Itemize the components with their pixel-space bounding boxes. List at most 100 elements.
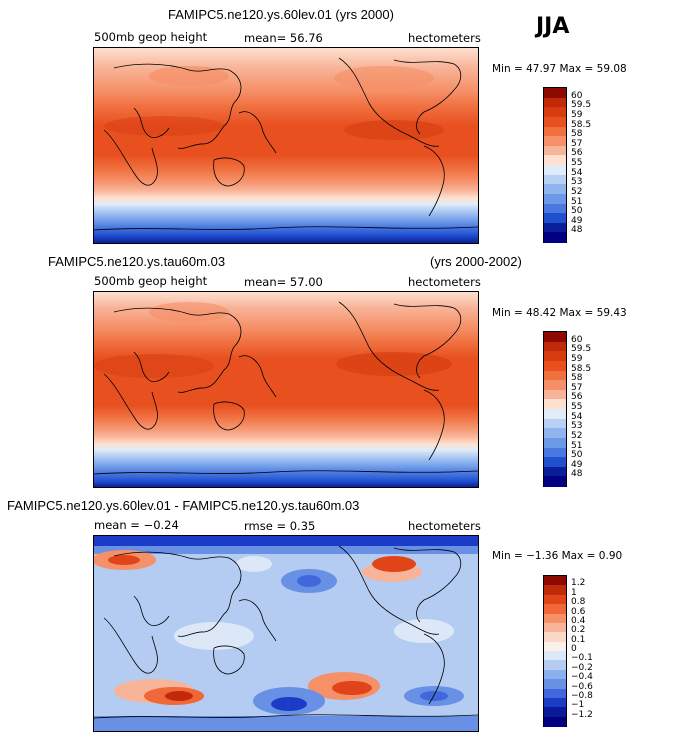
panel-1-colorbar (543, 87, 567, 243)
panel-2-title: FAMIPC5.ne120.ys.tau60m.03 (48, 254, 226, 269)
colorbar-tick-label: 58.5 (571, 119, 592, 130)
colorbar-swatch (544, 399, 566, 410)
colorbar-swatch (544, 145, 566, 156)
colorbar-swatch (544, 389, 566, 400)
colorbar-swatch (544, 428, 566, 439)
colorbar-swatch (544, 360, 566, 371)
colorbar-tick-label: 1.2 (571, 578, 586, 589)
colorbar-swatch (544, 418, 566, 429)
colorbar-swatch (544, 165, 566, 176)
colorbar-tick-label: 54 (571, 411, 583, 422)
panel-3-title: FAMIPC5.ne120.ys.60lev.01 - FAMIPC5.ne12… (7, 498, 360, 513)
colorbar-tick-label: 58.5 (571, 363, 592, 374)
panel-2-map (93, 291, 479, 488)
panel-1-contour-field (94, 48, 478, 243)
colorbar-swatch (544, 622, 566, 633)
colorbar-swatch (544, 116, 566, 127)
colorbar-tick-label: 53 (571, 421, 583, 432)
colorbar-swatch (544, 193, 566, 204)
panel-2-years: (yrs 2000-2002) (430, 254, 522, 269)
colorbar-tick-label: 0.1 (571, 634, 586, 645)
colorbar-tick-label: 52 (571, 186, 583, 197)
colorbar-swatch (544, 651, 566, 661)
colorbar-tick-label: 50 (571, 450, 583, 461)
colorbar-swatch (544, 126, 566, 137)
colorbar-tick-label: −1.2 (571, 709, 593, 720)
panel-3-units-label: hectometers (408, 519, 481, 533)
panel-3-colorbar (543, 575, 567, 727)
colorbar-swatch (544, 437, 566, 448)
colorbar-tick-label: 58 (571, 373, 583, 384)
panel-2-contour-field (94, 292, 478, 487)
colorbar-swatch (544, 409, 566, 420)
colorbar-swatch (544, 232, 566, 243)
colorbar-swatch (544, 447, 566, 458)
colorbar-tick-label: 48 (571, 469, 583, 480)
colorbar-tick-label: 55 (571, 402, 583, 412)
panel-3-minmax: Min = −1.36 Max = 0.90 (492, 550, 623, 562)
colorbar-swatch (544, 679, 566, 689)
colorbar-swatch (544, 669, 566, 680)
colorbar-tick-label: 49 (571, 459, 583, 470)
colorbar-tick-label: 48 (571, 225, 583, 236)
panel-1-variable-label: 500mb geop height (94, 30, 208, 44)
colorbar-tick-label: 51 (571, 196, 583, 207)
colorbar-tick-label: −0.4 (571, 672, 593, 683)
panel-2-colorbar (543, 331, 567, 487)
panel-1-title: FAMIPC5.ne120.ys.60lev.01 (yrs 2000) (168, 7, 394, 22)
colorbar-tick-label: 0.4 (571, 615, 586, 626)
colorbar-swatch (544, 213, 566, 224)
colorbar-swatch (544, 370, 566, 381)
colorbar-tick-label: 55 (571, 158, 583, 168)
panel-1-minmax: Min = 47.97 Max = 59.08 (492, 63, 627, 75)
colorbar-swatch (544, 341, 566, 352)
colorbar-swatch (544, 716, 566, 727)
colorbar-swatch (544, 604, 566, 614)
season-label: JJA (536, 14, 570, 39)
colorbar-swatch (544, 688, 566, 699)
colorbar-swatch (544, 88, 566, 99)
panel-2-variable-label: 500mb geop height (94, 274, 208, 288)
colorbar-tick-label: 59 (571, 109, 583, 120)
colorbar-swatch (544, 466, 566, 477)
colorbar-tick-label: 58 (571, 129, 583, 140)
colorbar-swatch (544, 476, 566, 487)
panel-2-units-label: hectometers (408, 275, 481, 289)
colorbar-tick-label: −0.8 (571, 690, 593, 701)
colorbar-swatch (544, 576, 566, 586)
panel-1-map (93, 47, 479, 244)
colorbar-swatch (544, 222, 566, 233)
colorbar-swatch (544, 380, 566, 391)
colorbar-swatch (544, 707, 566, 718)
colorbar-tick-label: −0.2 (571, 662, 593, 673)
colorbar-tick-label: −0.1 (571, 653, 593, 664)
panel-1-mean-label: mean= 56.76 (244, 31, 323, 45)
colorbar-tick-label: −0.6 (571, 681, 593, 692)
colorbar-swatch (544, 632, 566, 643)
colorbar-tick-label: 59 (571, 353, 583, 364)
colorbar-swatch (544, 660, 566, 671)
colorbar-tick-label: 57 (571, 138, 583, 149)
colorbar-tick-label: 60 (571, 90, 583, 101)
colorbar-tick-label: 0.8 (571, 597, 586, 608)
colorbar-swatch (544, 457, 566, 468)
colorbar-swatch (544, 136, 566, 147)
colorbar-tick-label: 56 (571, 392, 583, 403)
panel-1-units-label: hectometers (408, 31, 481, 45)
panel-3-mean-label: mean = −0.24 (94, 518, 179, 532)
colorbar-tick-label: 59.5 (571, 344, 592, 355)
colorbar-swatch (544, 613, 566, 624)
colorbar-tick-label: 49 (571, 215, 583, 226)
panel-3-rmse-label: rmse = 0.35 (244, 519, 316, 533)
colorbar-tick-label: 57 (571, 382, 583, 393)
panel-2-minmax: Min = 48.42 Max = 59.43 (492, 307, 627, 319)
colorbar-tick-label: 52 (571, 430, 583, 441)
colorbar-tick-label: 53 (571, 177, 583, 188)
colorbar-swatch (544, 585, 566, 596)
colorbar-tick-label: 51 (571, 440, 583, 451)
colorbar-tick-label: 54 (571, 167, 583, 178)
colorbar-swatch (544, 203, 566, 214)
colorbar-tick-label: 0.2 (571, 625, 586, 636)
colorbar-tick-label: 0 (571, 644, 577, 654)
colorbar-swatch (544, 174, 566, 185)
